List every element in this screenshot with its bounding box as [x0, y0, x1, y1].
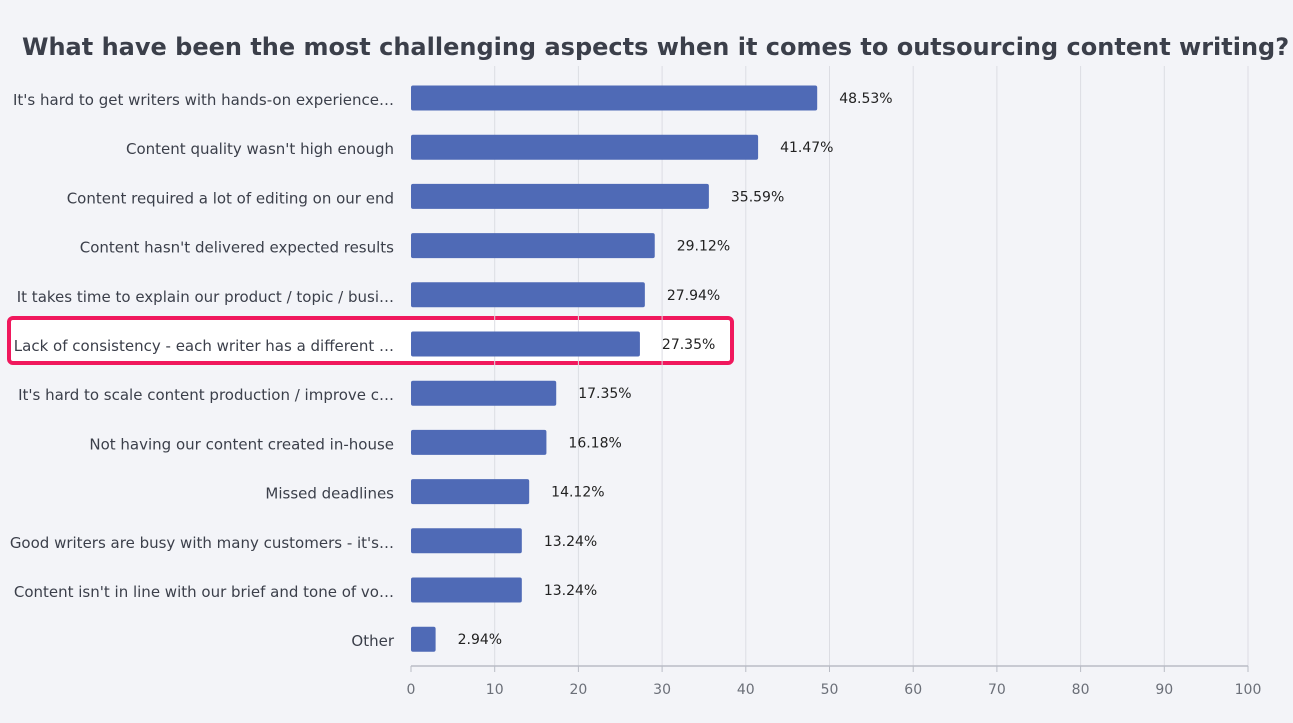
x-tick-label: 30	[653, 682, 671, 698]
category-label: Good writers are busy with many customer…	[10, 534, 394, 552]
bar[interactable]	[411, 331, 640, 357]
x-tick-label: 70	[988, 682, 1006, 698]
grid-group	[494, 66, 1249, 666]
category-label: Other	[351, 632, 394, 650]
x-tick-label: 0	[407, 682, 416, 698]
bar[interactable]	[411, 183, 709, 209]
category-label: Content required a lot of editing on our…	[67, 189, 394, 207]
bar[interactable]	[411, 282, 645, 308]
category-label: It's hard to scale content production / …	[18, 386, 394, 404]
value-label: 13.24%	[544, 534, 597, 550]
value-label: 14.12%	[551, 485, 604, 501]
axis-group: 0 10 20 30 40 50 60 70 80 90 100	[407, 665, 1262, 698]
x-tick-label: 10	[486, 682, 504, 698]
value-label: 27.94%	[667, 288, 720, 304]
bar[interactable]	[411, 233, 655, 259]
bars-group	[411, 85, 818, 652]
value-label: 29.12%	[677, 239, 730, 255]
value-label: 2.94%	[458, 632, 502, 648]
value-label: 16.18%	[568, 435, 621, 451]
bar[interactable]	[411, 85, 818, 111]
x-tick-label: 20	[569, 682, 587, 698]
bar[interactable]	[411, 577, 522, 603]
bar[interactable]	[411, 528, 522, 554]
category-label: Content isn't in line with our brief and…	[14, 583, 394, 601]
category-label: Lack of consistency - each writer has a …	[14, 337, 394, 355]
chart-title: What have been the most challenging aspe…	[22, 33, 1290, 61]
x-tick-label: 80	[1072, 682, 1090, 698]
bar[interactable]	[411, 380, 557, 406]
value-label: 13.24%	[544, 583, 597, 599]
x-tick-label: 90	[1155, 682, 1173, 698]
category-label: Content quality wasn't high enough	[126, 140, 394, 158]
x-tick-label: 50	[821, 682, 839, 698]
value-label: 27.35%	[662, 337, 715, 353]
category-label: Missed deadlines	[265, 485, 394, 503]
value-label: 41.47%	[780, 140, 833, 156]
bar[interactable]	[411, 134, 759, 160]
bar[interactable]	[411, 479, 530, 505]
bar[interactable]	[411, 626, 436, 652]
labels-group: It's hard to get writers with hands-on e…	[10, 91, 893, 650]
category-label: Not having our content created in-house	[89, 435, 394, 453]
category-label: It takes time to explain our product / t…	[17, 288, 394, 306]
bar[interactable]	[411, 429, 547, 455]
value-label: 35.59%	[731, 189, 784, 205]
x-tick-label: 60	[904, 682, 922, 698]
value-label: 17.35%	[578, 386, 631, 402]
x-tick-label: 40	[737, 682, 755, 698]
value-label: 48.53%	[839, 91, 892, 107]
x-tick-label: 100	[1235, 682, 1262, 698]
category-label: Content hasn't delivered expected result…	[80, 239, 394, 257]
category-label: It's hard to get writers with hands-on e…	[13, 91, 394, 109]
